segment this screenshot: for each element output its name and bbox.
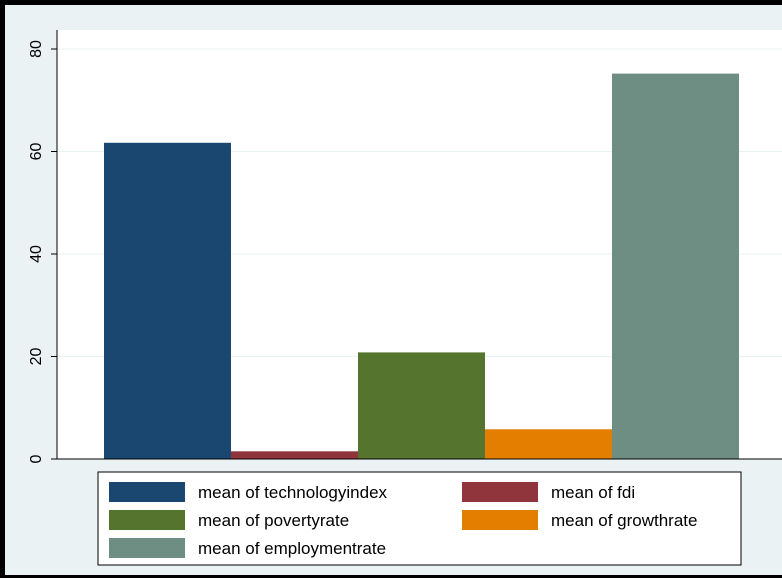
y-tick-label: 40 — [28, 245, 45, 263]
y-tick-label: 20 — [28, 348, 45, 366]
y-tick-label: 80 — [28, 40, 45, 58]
legend-box — [97, 471, 742, 566]
legend-swatch — [109, 482, 185, 502]
legend-label: mean of povertyrate — [198, 511, 349, 530]
legend-label: mean of employmentrate — [198, 539, 386, 558]
bars — [104, 73, 739, 459]
y-axis-ticks: 0 20 40 60 80 — [28, 40, 57, 463]
legend-swatch — [462, 510, 538, 530]
legend-label: mean of growthrate — [551, 511, 697, 530]
bar — [104, 142, 231, 459]
bar — [358, 352, 485, 459]
legend-label: mean of fdi — [551, 483, 635, 502]
legend-swatch — [109, 510, 185, 530]
legend-label: mean of technologyindex — [198, 483, 388, 502]
y-tick-label: 60 — [28, 143, 45, 161]
bar — [231, 451, 358, 459]
legend-swatch — [462, 482, 538, 502]
legend: mean of technologyindex mean of fdi mean o… — [97, 471, 742, 566]
legend-swatch — [109, 538, 185, 558]
bar — [612, 73, 739, 459]
bar — [485, 429, 612, 459]
y-tick-label: 0 — [28, 454, 45, 463]
